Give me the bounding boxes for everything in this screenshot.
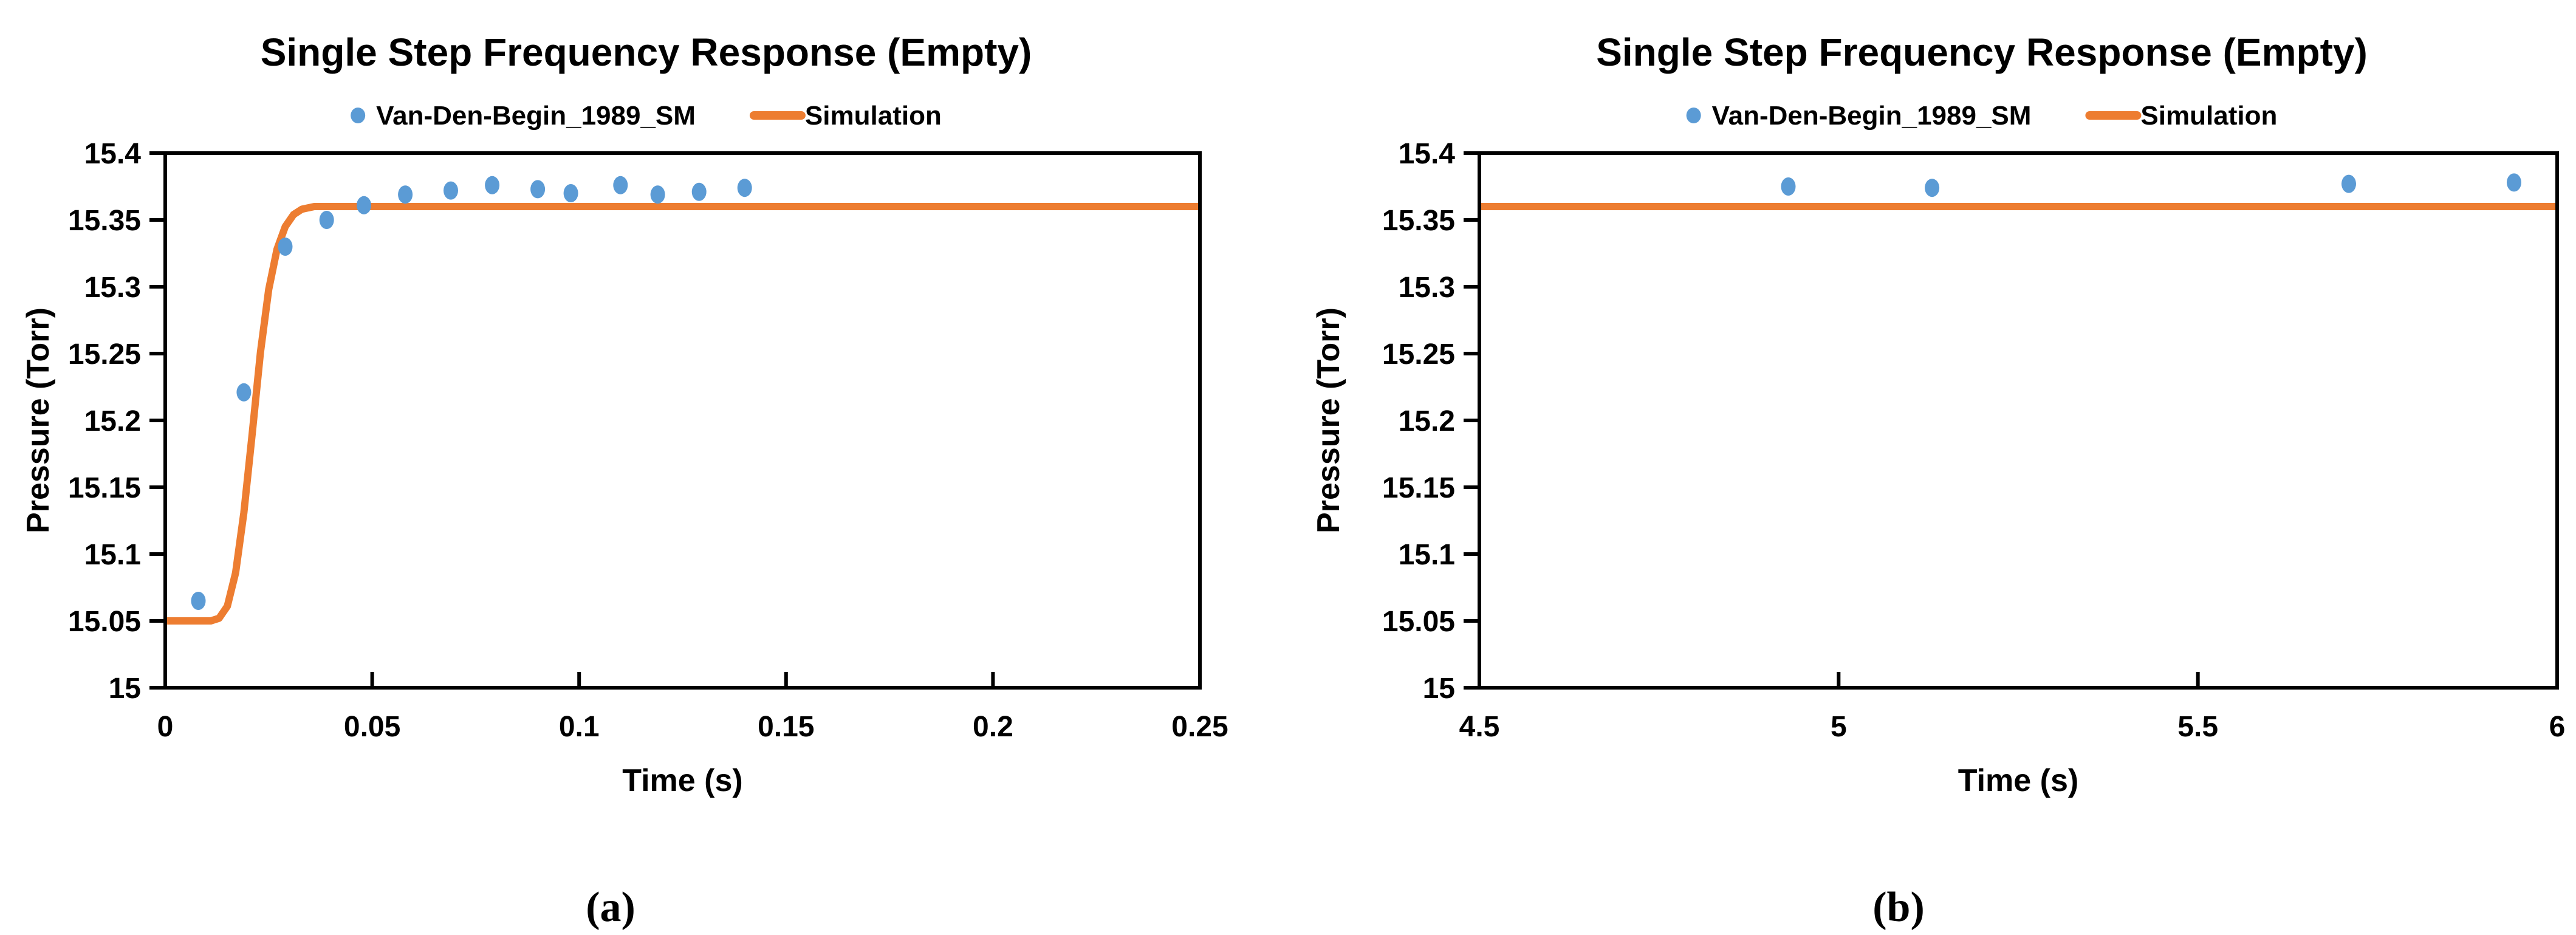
y-axis-label: Pressure (Torr) [21, 307, 56, 533]
panel-letter: (b) [1872, 884, 1925, 931]
data-point [444, 181, 458, 200]
y-tick-label: 15.05 [1382, 606, 1455, 638]
x-tick-label: 5 [1831, 711, 1847, 743]
y-tick-label: 15.1 [84, 539, 141, 571]
data-point [613, 176, 628, 194]
legend-marker-circle-icon [1686, 108, 1701, 123]
y-tick-label: 15.4 [1399, 138, 1456, 170]
data-point [319, 211, 334, 229]
y-tick-label: 15.3 [84, 272, 141, 304]
data-point [1781, 177, 1796, 196]
y-tick-label: 15.4 [84, 138, 142, 170]
y-tick-label: 15.25 [68, 338, 141, 371]
data-point [236, 383, 252, 402]
data-point [563, 184, 578, 202]
data-point [278, 238, 293, 256]
y-tick-label: 15.35 [1382, 205, 1455, 237]
x-tick-label: 5.5 [2177, 711, 2218, 743]
simulation-line [165, 203, 1200, 625]
chart-panel-a: 15 15.05 15.1 15.15 15.2 15.25 15.3 15.35 15.4 0 0… [21, 30, 1228, 931]
data-point [357, 196, 371, 214]
legend-label: Simulation [2140, 101, 2277, 131]
y-tick-label: 15.3 [1399, 272, 1455, 304]
legend-marker-circle-icon [351, 108, 366, 123]
y-tick-label: 15.05 [68, 606, 141, 638]
legend-label: Simulation [805, 101, 942, 131]
data-point [485, 176, 500, 194]
y-axis-label: Pressure (Torr) [1311, 307, 1346, 533]
x-tick-label: 4.5 [1459, 711, 1500, 743]
y-tick-label: 15.15 [68, 472, 141, 504]
y-tick-label: 15.2 [84, 405, 141, 437]
y-tick-label: 15.25 [1382, 338, 1455, 371]
y-tick-label: 15.2 [1399, 405, 1455, 437]
y-tick-label: 15.35 [68, 205, 141, 237]
legend: Van-Den-Begin_1989_SM Simulation [1686, 101, 2277, 131]
y-tick-label: 15.1 [1399, 539, 1455, 571]
data-point [191, 592, 206, 610]
x-axis-label: Time (s) [622, 763, 742, 798]
x-tick-label: 0.15 [758, 711, 814, 743]
x-tick-label: 0.25 [1171, 711, 1228, 743]
data-point [650, 185, 665, 204]
chart-title: Single Step Frequency Response (Empty) [261, 30, 1032, 74]
x-tick-label: 6 [2549, 711, 2566, 743]
y-tick-label: 15 [109, 673, 141, 705]
y-tick-label: 15 [1423, 673, 1455, 705]
legend-label: Van-Den-Begin_1989_SM [1712, 101, 2032, 131]
x-tick-label: 0.1 [559, 711, 600, 743]
data-point [398, 185, 413, 204]
x-tick-label: 0 [157, 711, 174, 743]
legend: Van-Den-Begin_1989_SM Simulation [351, 101, 942, 131]
x-tick-label: 0.05 [344, 711, 400, 743]
data-point [691, 182, 707, 201]
data-point [2341, 174, 2356, 193]
data-point [2507, 173, 2521, 192]
y-tick-label: 15.15 [1382, 472, 1455, 504]
plot-border [1478, 151, 2559, 690]
chart-panel-b: 15 15.05 15.1 15.15 15.2 15.25 15.3 15.35 15.4 4.… [1311, 30, 2566, 931]
data-point [530, 180, 546, 199]
legend-label: Van-Den-Begin_1989_SM [376, 101, 696, 131]
data-point [1925, 179, 1940, 197]
panel-letter: (a) [586, 884, 635, 931]
x-axis-label: Time (s) [1958, 763, 2078, 798]
data-point [737, 179, 752, 197]
chart-title: Single Step Frequency Response (Empty) [1596, 30, 2368, 74]
plot-border [163, 151, 1202, 690]
x-tick-label: 0.2 [973, 711, 1013, 743]
